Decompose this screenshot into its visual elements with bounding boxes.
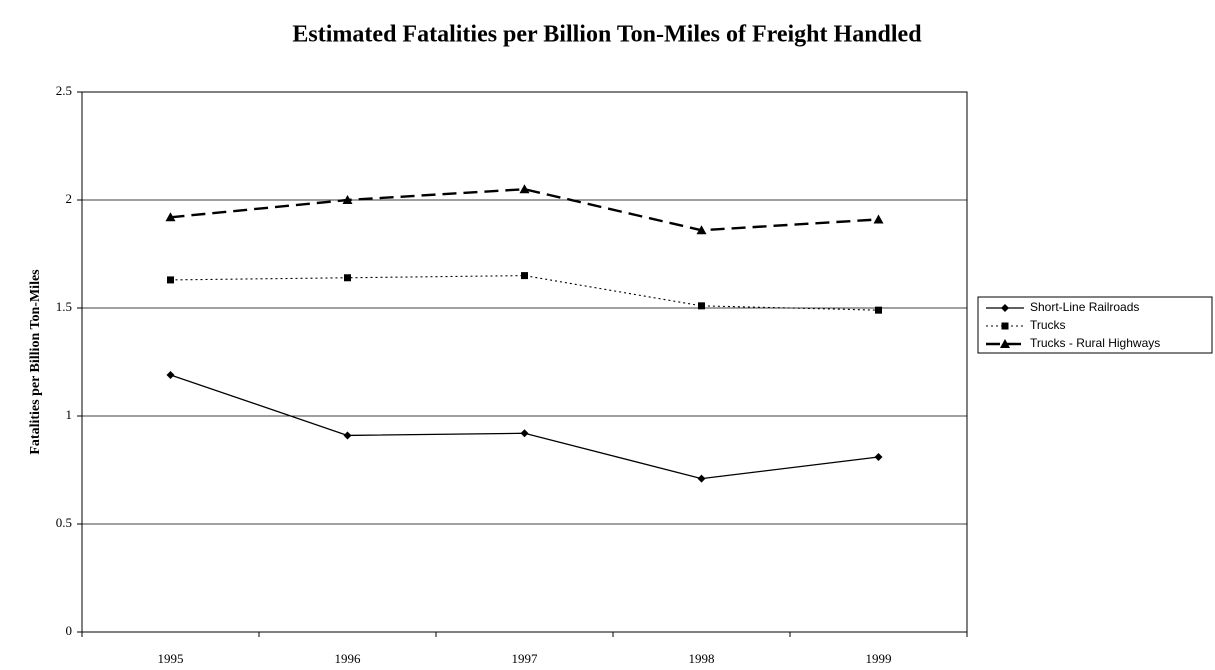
series-line: [170, 275, 879, 311]
chart-title: Estimated Fatalities per Billion Ton-Mil…: [292, 22, 922, 48]
marker: [519, 184, 530, 194]
marker: [697, 474, 706, 483]
y-tick-label: 0: [66, 623, 73, 638]
marker: [696, 225, 707, 235]
legend-label: Short-Line Railroads: [1030, 300, 1139, 314]
series-line: [170, 187, 879, 232]
x-tick-label: 1997: [512, 651, 539, 666]
marker: [167, 276, 174, 284]
y-tick-label: 1: [66, 407, 73, 422]
y-tick-label: 2.5: [56, 83, 72, 98]
marker: [1000, 339, 1010, 348]
x-tick-label: 1996: [335, 651, 362, 666]
legend-label: Trucks - Rural Highways: [1030, 336, 1160, 350]
y-tick-label: 2: [66, 191, 73, 206]
legend-label: Trucks: [1030, 318, 1066, 332]
marker: [343, 431, 352, 440]
marker: [344, 274, 351, 282]
marker: [1001, 304, 1009, 312]
y-tick-label: 0.5: [56, 515, 72, 530]
marker: [875, 306, 882, 314]
y-tick-label: 1.5: [56, 299, 72, 314]
marker: [521, 272, 528, 280]
x-tick-label: 1995: [158, 651, 184, 666]
marker: [342, 195, 353, 204]
marker: [1001, 322, 1009, 330]
x-tick-label: 1998: [689, 651, 715, 666]
marker: [873, 214, 884, 224]
marker: [698, 302, 705, 310]
series-line: [170, 374, 879, 480]
marker: [165, 212, 176, 222]
marker: [874, 453, 883, 462]
marker: [520, 429, 529, 438]
y-axis-label: Fatalities per Billion Ton-Miles: [28, 269, 43, 455]
plot-area: [81, 91, 968, 633]
x-tick-label: 1999: [866, 651, 892, 666]
marker: [166, 370, 175, 379]
